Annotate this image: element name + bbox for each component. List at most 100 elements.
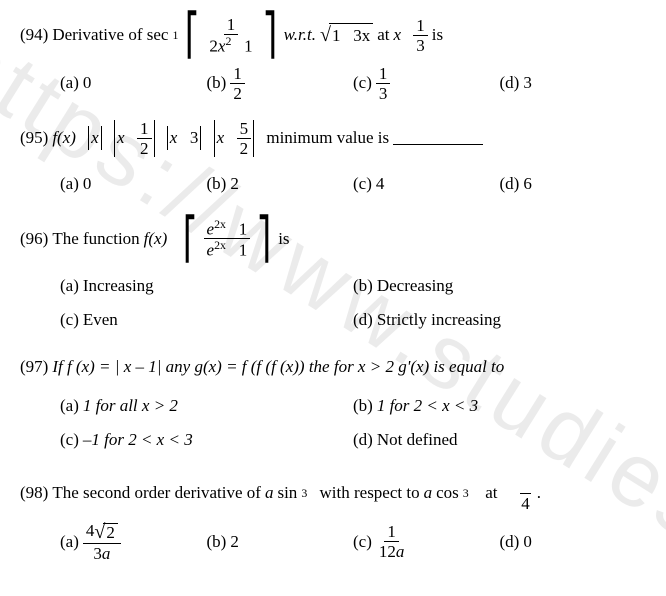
tail: 1 [239,219,248,238]
frac-den: 3 [413,36,428,54]
q96-pre: The function [52,227,139,251]
q98-option-b[interactable]: (b) 2 [207,522,354,562]
q97-number: (97) [20,355,48,379]
q96-option-a[interactable]: (a) Increasing [60,269,353,303]
option-label: (a) [60,394,79,418]
q97-text: If f (x) = | x – 1| any g(x) = f (f (f (… [52,355,504,379]
option-value: Decreasing [377,274,453,298]
frac-num: 1 [224,16,239,35]
bracket-left-icon: ⎡ [184,223,196,255]
q98-t1fn: sin [277,481,297,505]
q97-option-d[interactable]: (d) Not defined [353,423,646,457]
option-label: (c) [60,308,79,332]
option-value: –1 for 2 < x < 3 [83,428,193,452]
q98-option-c[interactable]: (c) 1 12a [353,522,500,562]
q96-option-b[interactable]: (b) Decreasing [353,269,646,303]
q96-option-d[interactable]: (d) Strictly increasing [353,303,646,337]
question-97-text: (97) If f (x) = | x – 1| any g(x) = f (f… [20,355,646,379]
den-coef: 2 [209,37,218,56]
option-label: (d) [500,530,520,554]
q97-option-b[interactable]: (b) 1 for 2 < x < 3 [353,389,646,423]
question-95: (95) f(x) x x 1 2 x 3 x 5 2 [20,120,646,201]
question-97: (97) If f (x) = | x – 1| any g(x) = f (f… [20,355,646,457]
q98-t2coef: a [424,481,433,505]
option-label: (c) [353,530,372,554]
bracket-right-icon: ⎤ [258,223,270,255]
option-value: 6 [523,172,532,196]
question-96: (96) The function f(x) ⎡ e2x 1 e2x 1 ⎤ i… [20,219,646,337]
option-label: (b) [207,71,227,95]
option-label: (a) [60,71,79,95]
frac-den: 2 [237,139,252,157]
question-95-text: (95) f(x) x x 1 2 x 3 x 5 2 [20,120,646,157]
q95-blank[interactable] [393,132,483,145]
option-value: 0 [83,172,92,196]
q98-frac: 4 [518,475,533,512]
sqrt-arg: 1 3x [329,23,373,48]
abs-frac: 5 2 [237,120,252,157]
abs-content: x [91,126,99,150]
option-label: (d) [500,172,520,196]
den-coef: 12 [379,542,396,561]
q96-option-c[interactable]: (c) Even [60,303,353,337]
option-label: (c) [60,428,79,452]
den-var: a [102,544,111,563]
frac-num: 1 [413,17,428,36]
sqrt-icon: √2 [94,522,117,542]
q96-frac: e2x 1 e2x 1 [204,219,251,259]
abs-var: x [217,126,225,150]
q94-at: at [377,23,389,47]
den-exp: 2 [225,34,231,48]
q94-atvar: x [393,23,401,47]
q94-option-a[interactable]: (a) 0 [60,65,207,102]
option-frac: 1 12a [376,523,408,560]
q95-option-d[interactable]: (d) 6 [500,167,647,201]
q94-is: is [432,23,443,47]
q98-t2fn: cos [436,481,459,505]
option-value: Even [83,308,118,332]
q95-tail: minimum value is [266,126,389,150]
q94-frac1: 1 2x2 1 [206,16,255,55]
frac-den: 2x2 1 [206,35,255,55]
option-label: (a) [60,172,79,196]
abs-var: x [170,126,178,150]
frac-den: 3 [376,84,391,102]
option-label: (b) [353,394,373,418]
bracket-left-icon: ⎡ [186,19,198,51]
den-coef: 3 [93,544,102,563]
option-label: (a) [60,530,79,554]
q94-option-d[interactable]: (d) 3 [500,65,647,102]
q94-option-c[interactable]: (c) 1 3 [353,65,500,102]
q94-sqrt: √ 1 3x [320,23,373,48]
q95-abs4: x 5 2 [214,120,255,157]
q97-option-a[interactable]: (a) 1 for all x > 2 [60,389,353,423]
q97-option-c[interactable]: (c) –1 for 2 < x < 3 [60,423,353,457]
question-98: (98) The second order derivative of a si… [20,475,646,562]
q98-dot: . [537,481,541,505]
q95-option-b[interactable]: (b) 2 [207,167,354,201]
q98-option-a[interactable]: (a) 4√2 3a [60,522,207,562]
q94-option-b[interactable]: (b) 1 2 [207,65,354,102]
frac-num: 1 [384,523,399,542]
q94-wrt: w.r.t. [284,23,316,47]
question-98-text: (98) The second order derivative of a si… [20,475,646,512]
option-value: 1 for 2 < x < 3 [377,394,478,418]
option-value: Not defined [377,428,458,452]
q95-option-c[interactable]: (c) 4 [353,167,500,201]
q97-options: (a) 1 for all x > 2 (b) 1 for 2 < x < 3 … [60,389,646,457]
q94-number: (94) [20,23,48,47]
option-label: (d) [353,308,373,332]
q94-sec-sup: 1 [172,27,178,44]
frac-num: 5 [237,120,252,139]
option-value: Increasing [83,274,154,298]
q96-number: (96) [20,227,48,251]
abs-frac: 1 2 [137,120,152,157]
q95-fx: f(x) [52,126,76,150]
q98-t2exp: 3 [463,485,469,502]
option-label: (d) [353,428,373,452]
q94-frac2: 1 3 [413,17,428,54]
q95-option-a[interactable]: (a) 0 [60,167,207,201]
frac-den: e2x 1 [204,239,251,259]
exp: 2x [214,217,226,231]
q98-option-d[interactable]: (d) 0 [500,522,647,562]
